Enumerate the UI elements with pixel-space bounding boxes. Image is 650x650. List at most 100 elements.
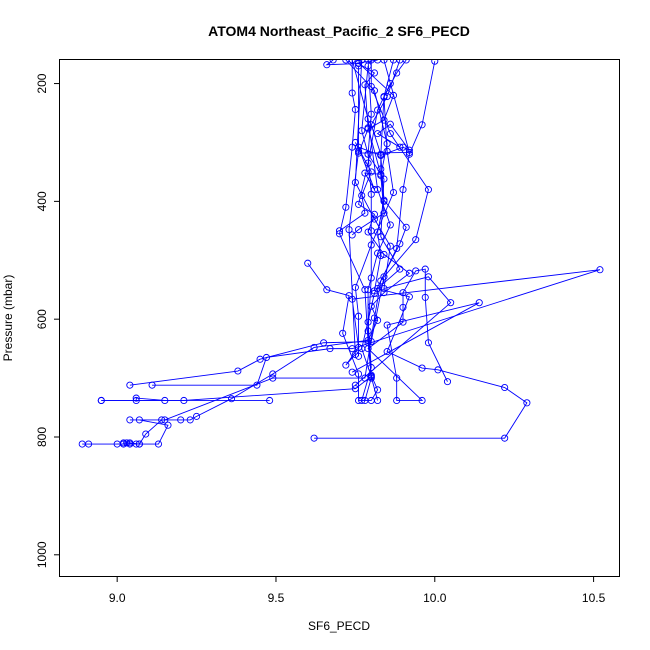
- data-point: [367, 110, 375, 118]
- data-point: [119, 439, 128, 447]
- data-point: [335, 227, 344, 235]
- data-point: [355, 396, 363, 405]
- data-point: [253, 381, 261, 389]
- data-point: [355, 352, 363, 360]
- data-point: [377, 165, 385, 173]
- series-line: [123, 442, 140, 445]
- data-point: [399, 303, 407, 311]
- data-point: [135, 416, 143, 424]
- data-point: [123, 439, 131, 447]
- data-point: [348, 368, 356, 376]
- data-point: [367, 241, 375, 249]
- data-point: [380, 273, 388, 281]
- data-point: [323, 61, 331, 69]
- data-point: [367, 396, 375, 405]
- series-4: [119, 439, 143, 448]
- data-point: [345, 292, 353, 300]
- data-point: [304, 259, 312, 267]
- data-point: [342, 60, 350, 64]
- series-line: [117, 61, 436, 445]
- x-tick-label: 9.0: [109, 591, 126, 605]
- data-point: [380, 60, 388, 64]
- series-18: [342, 60, 391, 239]
- data-point: [364, 327, 372, 335]
- data-point: [348, 231, 356, 239]
- data-point: [393, 396, 401, 405]
- data-point: [596, 266, 604, 274]
- data-point: [361, 209, 369, 217]
- data-point: [135, 440, 143, 448]
- series-layer: [78, 60, 604, 448]
- series-line: [325, 60, 410, 190]
- data-point: [421, 265, 429, 273]
- series-7: [126, 60, 432, 389]
- series-line: [351, 268, 480, 401]
- series-10: [348, 265, 483, 405]
- series-line: [339, 60, 379, 401]
- data-point: [351, 178, 359, 187]
- data-point: [329, 60, 337, 64]
- y-tick-label: 600: [35, 309, 49, 329]
- data-point: [501, 383, 509, 392]
- data-point: [186, 416, 194, 424]
- data-point: [351, 138, 359, 147]
- data-point: [383, 321, 391, 329]
- series-line: [314, 65, 528, 439]
- data-point: [399, 186, 407, 194]
- data-point: [399, 318, 407, 326]
- data-point: [320, 339, 328, 347]
- data-point: [351, 105, 359, 114]
- series-1: [310, 62, 531, 442]
- data-point: [418, 396, 426, 405]
- series-line: [307, 262, 379, 401]
- data-point: [361, 286, 369, 294]
- data-point: [405, 269, 413, 277]
- data-point: [421, 293, 429, 301]
- series-2: [78, 80, 413, 448]
- data-point: [361, 169, 369, 177]
- y-tick-label: 800: [35, 427, 49, 447]
- data-point: [154, 440, 163, 448]
- data-point: [501, 434, 509, 442]
- data-point: [326, 345, 334, 353]
- series-line: [354, 60, 452, 386]
- y-axis-label: Pressure (mbar): [1, 275, 15, 362]
- data-point: [424, 186, 432, 194]
- series-line: [351, 60, 391, 401]
- data-point: [443, 378, 452, 386]
- data-point: [323, 286, 331, 294]
- data-point: [355, 149, 363, 157]
- data-point: [364, 60, 372, 64]
- y-tick-label: 200: [35, 73, 49, 93]
- data-point: [412, 236, 420, 244]
- data-point: [234, 367, 242, 375]
- data-point: [126, 381, 134, 389]
- data-point: [370, 87, 378, 95]
- data-point: [402, 60, 410, 64]
- data-point: [402, 223, 410, 231]
- data-point: [431, 60, 439, 65]
- data-point: [269, 374, 277, 382]
- data-point: [269, 370, 277, 378]
- data-point: [380, 93, 388, 101]
- data-point: [523, 399, 531, 407]
- series-20: [351, 60, 410, 360]
- plot-area-frame: [59, 59, 620, 577]
- data-point: [399, 289, 407, 297]
- data-point: [424, 339, 432, 347]
- x-tick-label: 10.0: [423, 591, 447, 605]
- data-point: [367, 373, 375, 381]
- data-point: [358, 191, 366, 200]
- data-point: [396, 143, 404, 151]
- series-5: [97, 60, 410, 405]
- data-point: [380, 284, 388, 293]
- series-line: [370, 60, 401, 291]
- data-point: [367, 274, 375, 282]
- series-line: [345, 60, 388, 236]
- data-point: [418, 121, 426, 129]
- y-tick-label: 1000: [35, 541, 49, 568]
- data-point: [386, 221, 394, 229]
- x-tick-label: 9.5: [268, 591, 285, 605]
- data-point: [418, 364, 426, 372]
